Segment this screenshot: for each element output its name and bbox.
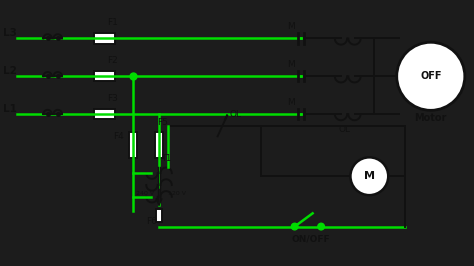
Text: F4: F4 bbox=[113, 132, 124, 141]
Text: F5: F5 bbox=[157, 118, 168, 127]
Text: OFF: OFF bbox=[420, 71, 441, 81]
Text: M: M bbox=[288, 22, 295, 31]
FancyBboxPatch shape bbox=[94, 109, 115, 119]
FancyBboxPatch shape bbox=[94, 33, 115, 44]
Text: 240 V: 240 V bbox=[137, 191, 155, 196]
Text: Motor: Motor bbox=[415, 113, 447, 123]
FancyBboxPatch shape bbox=[94, 71, 115, 81]
Text: T1: T1 bbox=[161, 154, 172, 163]
Text: F3: F3 bbox=[107, 94, 118, 103]
FancyBboxPatch shape bbox=[155, 132, 163, 158]
Text: 120 V: 120 V bbox=[167, 191, 185, 196]
Text: M: M bbox=[288, 60, 295, 69]
Text: L1: L1 bbox=[3, 104, 17, 114]
FancyBboxPatch shape bbox=[156, 209, 162, 222]
Circle shape bbox=[350, 157, 388, 195]
Text: F1: F1 bbox=[107, 18, 118, 27]
Circle shape bbox=[397, 42, 465, 110]
Text: OL: OL bbox=[230, 110, 242, 119]
Text: M: M bbox=[364, 171, 375, 181]
Text: OL: OL bbox=[338, 125, 351, 134]
Text: L2: L2 bbox=[3, 66, 17, 76]
Text: F6: F6 bbox=[146, 217, 157, 226]
Text: ON/OFF: ON/OFF bbox=[292, 235, 330, 244]
Text: L3: L3 bbox=[3, 28, 17, 38]
Text: M: M bbox=[288, 98, 295, 107]
Text: F2: F2 bbox=[107, 56, 118, 65]
FancyBboxPatch shape bbox=[129, 132, 137, 158]
Circle shape bbox=[292, 223, 298, 230]
Circle shape bbox=[318, 223, 324, 230]
